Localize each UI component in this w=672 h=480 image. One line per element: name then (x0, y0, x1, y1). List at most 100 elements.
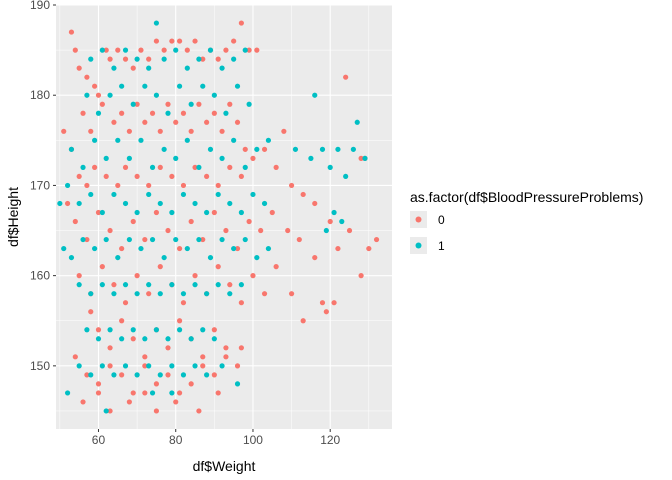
point-series-0 (269, 209, 275, 216)
point-series-0 (157, 164, 163, 170)
point-series-1 (122, 200, 129, 207)
point-series-0 (261, 291, 268, 297)
point-series-1 (231, 56, 237, 62)
x-tick-label: 120 (320, 433, 340, 447)
point-series-0 (95, 92, 102, 98)
point-series-1 (173, 47, 179, 53)
point-series-0 (227, 282, 233, 288)
point-series-0 (169, 38, 175, 44)
point-series-1 (99, 209, 105, 216)
point-series-0 (173, 399, 179, 405)
point-series-1 (146, 282, 152, 288)
point-series-1 (339, 218, 345, 225)
point-series-0 (92, 164, 98, 170)
point-series-1 (188, 101, 194, 107)
point-series-1 (146, 65, 152, 71)
point-series-1 (207, 254, 214, 261)
y-axis-title: df$Height (5, 187, 21, 247)
point-series-1 (242, 164, 248, 170)
point-series-1 (204, 372, 210, 378)
point-series-0 (231, 38, 237, 44)
point-series-1 (153, 327, 160, 333)
point-series-1 (88, 372, 94, 378)
point-series-1 (161, 56, 167, 62)
point-series-0 (130, 390, 136, 396)
point-series-0 (107, 345, 113, 351)
point-series-1 (111, 65, 117, 71)
point-series-1 (246, 101, 252, 107)
point-series-0 (258, 227, 264, 234)
point-series-0 (103, 173, 109, 180)
point-series-0 (296, 236, 302, 243)
point-series-1 (207, 47, 214, 53)
point-series-1 (88, 291, 94, 297)
point-series-1 (180, 191, 187, 198)
point-series-0 (153, 381, 160, 387)
x-tick-label: 60 (92, 433, 106, 447)
legend-key-0-swatch (415, 216, 422, 223)
point-series-1 (207, 146, 214, 152)
point-series-1 (103, 408, 109, 414)
point-series-0 (122, 300, 129, 306)
point-series-0 (119, 245, 125, 252)
point-series-1 (165, 336, 171, 342)
y-tick-label: 190 (30, 0, 50, 12)
point-series-0 (261, 146, 268, 152)
point-series-0 (192, 273, 198, 279)
point-series-1 (134, 209, 140, 216)
point-series-0 (119, 110, 125, 116)
point-series-1 (312, 92, 318, 98)
point-series-0 (107, 363, 113, 369)
point-series-0 (234, 363, 241, 369)
point-series-1 (354, 119, 360, 125)
point-series-1 (327, 164, 333, 170)
point-series-0 (335, 245, 341, 252)
point-series-1 (68, 254, 75, 261)
point-series-0 (146, 291, 152, 297)
point-series-0 (200, 56, 206, 62)
point-series-0 (84, 236, 90, 243)
point-series-1 (103, 155, 109, 161)
point-series-0 (234, 119, 241, 125)
point-series-0 (72, 354, 78, 360)
point-series-0 (219, 128, 225, 134)
point-series-1 (176, 327, 183, 333)
x-tick-label: 100 (243, 433, 263, 447)
point-series-0 (215, 264, 221, 270)
point-series-1 (242, 236, 248, 243)
point-series-1 (169, 363, 175, 369)
point-series-0 (196, 408, 202, 414)
point-series-1 (76, 363, 82, 369)
point-series-0 (346, 227, 353, 234)
point-series-1 (319, 146, 326, 152)
point-series-0 (323, 309, 329, 315)
point-series-1 (57, 200, 63, 207)
point-series-0 (142, 390, 148, 396)
point-series-0 (142, 363, 148, 369)
point-series-1 (61, 245, 67, 252)
point-series-1 (204, 209, 210, 216)
point-series-0 (288, 182, 295, 189)
y-tick-label: 170 (30, 178, 50, 192)
point-series-0 (107, 56, 113, 62)
point-series-1 (119, 336, 125, 342)
point-series-1 (68, 146, 75, 152)
point-series-0 (188, 218, 194, 225)
point-series-1 (254, 254, 260, 261)
point-series-0 (180, 300, 187, 306)
point-series-0 (223, 354, 229, 360)
point-series-1 (196, 56, 202, 62)
point-series-1 (88, 56, 94, 62)
point-series-1 (184, 65, 190, 71)
legend-key-1-swatch (415, 242, 422, 249)
point-series-0 (107, 408, 113, 414)
point-series-0 (196, 101, 202, 107)
point-series-0 (115, 47, 121, 53)
point-series-1 (265, 245, 272, 252)
point-series-0 (238, 300, 244, 306)
point-series-1 (99, 363, 105, 369)
point-series-0 (64, 200, 71, 207)
y-tick-label: 160 (30, 269, 50, 283)
point-series-0 (319, 300, 326, 306)
point-series-1 (335, 146, 341, 152)
